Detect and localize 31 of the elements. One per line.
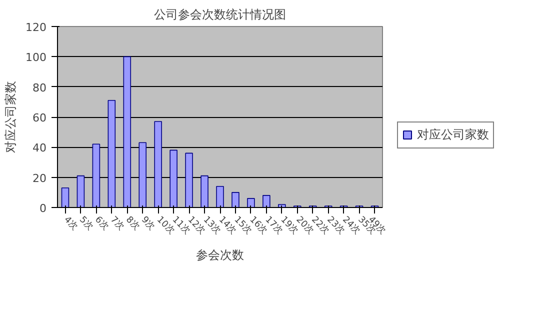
bar [154,121,162,208]
y-tick-label: 20 [32,172,47,185]
x-tick-label: 4次 [62,214,80,232]
bar [247,198,255,208]
bar [123,56,132,208]
x-tick-label: 9次 [139,214,158,232]
x-tick-label: 8次 [124,214,142,232]
y-tick-label: 80 [32,81,47,94]
x-tick-label: 6次 [92,214,111,232]
bar [61,187,70,208]
bar [232,192,240,208]
bar [138,142,146,208]
bar [108,100,116,208]
y-tick-label: 0 [40,202,46,215]
bar [262,195,270,208]
y-tick-label: 40 [32,142,47,155]
bar [170,150,178,208]
bar [92,144,100,208]
chart-title: 公司参会次数统计情况图 [154,8,286,22]
x-tick-label: 7次 [108,214,126,232]
bar [185,152,193,208]
y-tick-label: 60 [32,112,47,124]
bar [216,186,224,208]
bar [200,175,208,208]
bar [76,175,85,208]
y-axis-title: 对应公司家数 [4,81,18,153]
y-tick-label: 100 [26,51,47,64]
x-tick-label: 5次 [77,214,96,232]
legend-label: 对应公司家数 [417,126,489,143]
x-axis-title: 参会次数 [196,248,244,262]
y-tick-label: 120 [26,21,47,34]
